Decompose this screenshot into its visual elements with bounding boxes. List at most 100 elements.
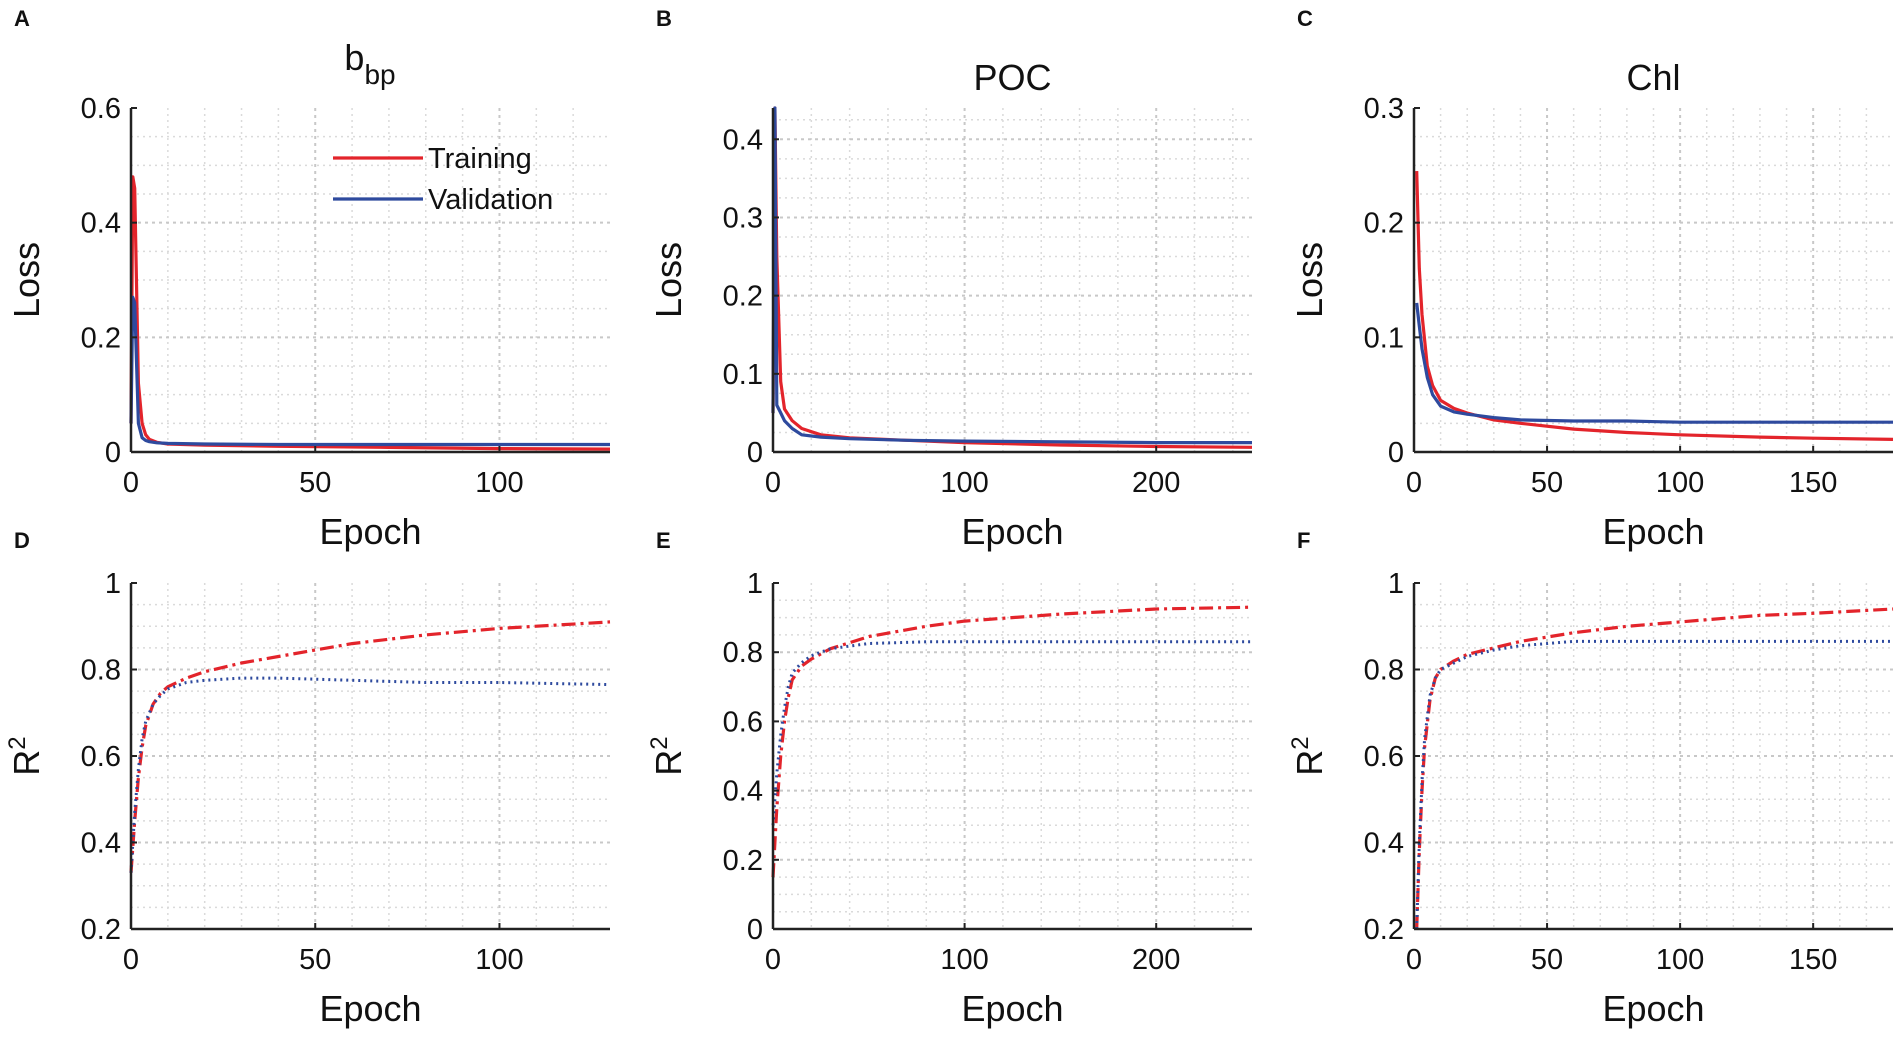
y-tick-label: 0.8 bbox=[81, 655, 121, 687]
panel-title: POC bbox=[973, 57, 1051, 98]
y-tick-label: 0.2 bbox=[1364, 914, 1404, 946]
x-axis-label: Epoch bbox=[1602, 988, 1704, 1029]
y-tick-label: 0.1 bbox=[1364, 322, 1404, 354]
x-axis-label: Epoch bbox=[961, 988, 1063, 1029]
panel-a: A 0 50 100 0 0.2 0.4 0.6 Epoch Loss bbp Training Val… bbox=[6, 6, 611, 552]
x-tick-label: 0 bbox=[1406, 944, 1422, 976]
x-tick-label: 0 bbox=[765, 944, 781, 976]
y-tick-label: 0.4 bbox=[81, 828, 121, 860]
panel-letter: A bbox=[14, 6, 30, 31]
x-tick-label: 200 bbox=[1132, 944, 1180, 976]
x-tick-label: 100 bbox=[1656, 944, 1704, 976]
series-training-line bbox=[771, 106, 1253, 449]
y-tick-label: 0.2 bbox=[81, 322, 121, 354]
legend: Training Validation bbox=[333, 143, 553, 216]
x-tick-label: 100 bbox=[940, 944, 988, 976]
y-tick-label: 0.2 bbox=[1364, 208, 1404, 240]
y-tick-label: 1 bbox=[105, 568, 121, 600]
panel-letter: B bbox=[656, 6, 672, 31]
panel-b: B 0 100 200 0 0.1 0.2 0.3 0.4 Epoch Loss POC bbox=[648, 6, 1253, 552]
x-tick-label: 100 bbox=[1656, 467, 1704, 499]
grid bbox=[131, 108, 610, 452]
y-axis-label-base: R bbox=[648, 750, 689, 776]
y-axis-label: Loss bbox=[648, 242, 689, 318]
x-tick-label: 50 bbox=[1531, 944, 1563, 976]
panel-f: F 0 50 100 150 0.2 0.4 0.6 0.8 1 Epoch R2 bbox=[1287, 528, 1894, 1029]
y-tick-label: 0.2 bbox=[81, 914, 121, 946]
x-tick-label: 200 bbox=[1132, 467, 1180, 499]
panel-e: E 0 100 200 0 0.2 0.4 0.6 0.8 1 Epoch R2 bbox=[646, 528, 1253, 1029]
y-axis-label: R2 bbox=[4, 736, 47, 775]
y-axis-label-superscript: 2 bbox=[646, 736, 673, 749]
y-axis-label: R2 bbox=[1287, 736, 1330, 775]
series-validation-line bbox=[1415, 302, 1893, 424]
x-tick-label: 50 bbox=[1531, 467, 1563, 499]
grid bbox=[1414, 108, 1893, 452]
legend-label-training: Training bbox=[428, 143, 532, 175]
y-axis-label: Loss bbox=[1289, 242, 1330, 318]
y-tick-label: 0.1 bbox=[723, 359, 763, 391]
grid bbox=[1414, 583, 1893, 929]
legend-label-validation: Validation bbox=[428, 184, 553, 216]
y-axis-label: Loss bbox=[6, 242, 47, 318]
y-axis-label-superscript: 2 bbox=[1287, 736, 1314, 749]
x-tick-label: 100 bbox=[475, 944, 523, 976]
x-tick-label: 0 bbox=[765, 467, 781, 499]
panel-title-base: b bbox=[344, 37, 364, 78]
series-validation-line bbox=[771, 106, 1252, 445]
grid bbox=[773, 583, 1252, 929]
x-tick-label: 0 bbox=[123, 944, 139, 976]
x-tick-label: 100 bbox=[940, 467, 988, 499]
y-tick-label: 0.6 bbox=[1364, 741, 1404, 773]
y-tick-label: 0.3 bbox=[723, 202, 763, 234]
y-tick-label: 0.2 bbox=[723, 281, 763, 313]
y-tick-label: 0.4 bbox=[81, 208, 121, 240]
series-validation-line bbox=[129, 676, 611, 873]
y-tick-label: 0.6 bbox=[81, 741, 121, 773]
y-tick-label: 0.6 bbox=[81, 93, 121, 125]
series-training-line bbox=[771, 605, 1253, 878]
panel-title-subscript: bp bbox=[364, 59, 395, 90]
x-axis-label: Epoch bbox=[319, 988, 421, 1029]
series-training-line bbox=[1415, 607, 1894, 930]
y-tick-label: 0 bbox=[1388, 437, 1404, 469]
y-axis-label-base: R bbox=[6, 750, 47, 776]
y-tick-label: 0 bbox=[747, 914, 763, 946]
y-tick-label: 0.8 bbox=[723, 637, 763, 669]
y-tick-label: 0.3 bbox=[1364, 93, 1404, 125]
series-training-line bbox=[1415, 171, 1894, 441]
grid bbox=[773, 108, 1252, 452]
panel-title: Chl bbox=[1626, 57, 1680, 98]
x-axis-label: Epoch bbox=[1602, 511, 1704, 552]
x-axis-label: Epoch bbox=[961, 511, 1063, 552]
panel-letter: D bbox=[14, 528, 30, 553]
x-tick-label: 0 bbox=[123, 467, 139, 499]
x-axis-label: Epoch bbox=[319, 511, 421, 552]
y-tick-label: 0.4 bbox=[723, 124, 763, 156]
y-tick-label: 0.8 bbox=[1364, 655, 1404, 687]
x-tick-label: 150 bbox=[1789, 467, 1837, 499]
y-tick-label: 0.6 bbox=[723, 706, 763, 738]
x-tick-label: 0 bbox=[1406, 467, 1422, 499]
panel-letter: F bbox=[1297, 528, 1310, 553]
y-axis-label: R2 bbox=[646, 736, 689, 775]
panel-letter: E bbox=[656, 528, 671, 553]
y-axis-label-superscript: 2 bbox=[4, 736, 31, 749]
y-axis-label-base: R bbox=[1289, 750, 1330, 776]
y-tick-label: 1 bbox=[1388, 568, 1404, 600]
series-validation-line bbox=[771, 640, 1252, 826]
panel-letter: C bbox=[1297, 6, 1313, 31]
x-tick-label: 100 bbox=[475, 467, 523, 499]
y-tick-label: 0.4 bbox=[1364, 828, 1404, 860]
grid bbox=[131, 583, 610, 929]
series-training-line bbox=[129, 620, 611, 873]
x-tick-label: 50 bbox=[299, 467, 331, 499]
y-tick-label: 0.2 bbox=[723, 845, 763, 877]
y-tick-label: 0 bbox=[105, 437, 121, 469]
series-validation-line bbox=[129, 295, 610, 447]
x-tick-label: 50 bbox=[299, 944, 331, 976]
y-tick-label: 1 bbox=[747, 568, 763, 600]
panel-c: C 0 50 100 150 0 0.1 0.2 0.3 Epoch Loss Chl bbox=[1289, 6, 1894, 552]
series-training-line bbox=[129, 175, 611, 451]
